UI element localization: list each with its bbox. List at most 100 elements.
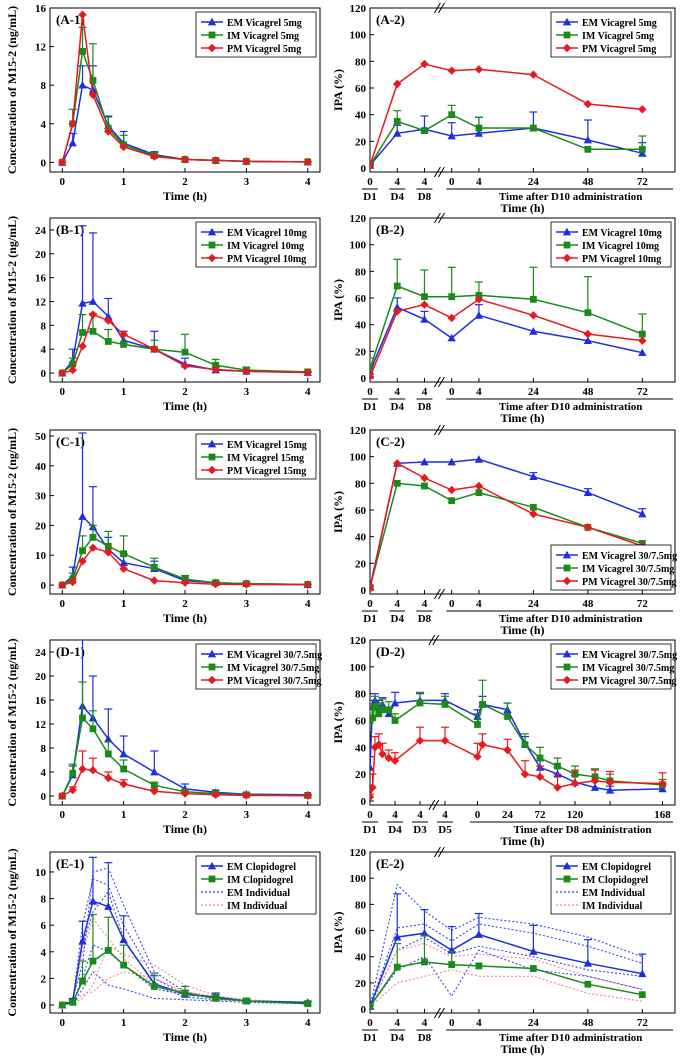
data-point xyxy=(58,158,67,167)
legend: EM Vicagrel 5mg IM Vicagrel 5mg PM Vicagre… xyxy=(195,11,317,58)
series-pm xyxy=(370,59,647,170)
series-line xyxy=(61,704,308,797)
legend: EM Vicagrel 10mg IM Vicagrel 10mg PM Vicag… xyxy=(195,221,317,268)
data-point xyxy=(78,936,87,945)
legend-swatch-marker xyxy=(207,675,217,685)
data-point xyxy=(658,779,667,788)
legend-label: EM Vicagrel 5mg xyxy=(227,18,302,29)
y-tick-label: 20 xyxy=(355,978,367,990)
data-point xyxy=(79,714,86,722)
x-tick-label: 48 xyxy=(582,598,594,610)
data-point xyxy=(605,777,615,787)
data-point xyxy=(529,70,538,79)
y-tick-label: 0 xyxy=(41,791,47,803)
data-point xyxy=(58,580,67,590)
x-tick-label: 0 xyxy=(449,176,455,188)
data-point xyxy=(529,965,537,972)
data-point xyxy=(529,947,538,955)
data-point xyxy=(421,127,428,135)
legend-swatch-marker xyxy=(562,43,572,53)
legend-label: IM Individual xyxy=(582,901,643,912)
data-point xyxy=(78,764,87,774)
series-im xyxy=(370,104,647,169)
data-point xyxy=(120,550,128,558)
data-point xyxy=(104,312,113,320)
x-tick-label: 0 xyxy=(60,809,66,821)
y-tick-label: 4 xyxy=(41,767,47,779)
data-point xyxy=(119,142,128,152)
y-tick-label: 40 xyxy=(355,742,367,754)
data-point xyxy=(583,959,593,967)
data-point xyxy=(120,341,128,348)
data-point xyxy=(447,485,456,495)
axis-break-mark xyxy=(434,166,441,178)
data-point xyxy=(180,578,190,587)
y-tick-label: 80 xyxy=(355,478,367,490)
data-point xyxy=(416,699,424,707)
legend-swatch-marker xyxy=(207,465,217,475)
data-point xyxy=(474,65,484,74)
series-line xyxy=(370,306,643,372)
y-tick-label: 80 xyxy=(355,266,367,278)
data-point xyxy=(421,293,428,301)
data-point xyxy=(529,327,538,335)
x-tick-label: 0 xyxy=(367,176,373,188)
data-point xyxy=(370,161,375,170)
day-label: D4 xyxy=(391,1032,405,1044)
legend-swatch-marker xyxy=(207,861,217,870)
panel-title: (B-1) xyxy=(56,222,84,237)
legend-swatch-marker xyxy=(208,31,216,39)
data-point xyxy=(448,111,456,119)
x-tick-label: 2 xyxy=(182,1017,188,1029)
y-tick-label: 20 xyxy=(355,558,367,570)
series-line xyxy=(370,298,643,377)
legend-label: IM Individual xyxy=(227,901,288,912)
data-point xyxy=(89,533,97,541)
legend-label: EM Individual xyxy=(227,888,290,899)
panel-title: (D-1) xyxy=(56,644,85,659)
series-im xyxy=(370,935,646,1010)
data-point xyxy=(638,336,647,345)
bracket-label: Time after D10 administration xyxy=(499,191,643,203)
y-tick-label: 30 xyxy=(35,491,47,503)
y-axis-label: Concentration of M15-2 (ng/mL) xyxy=(5,428,19,596)
data-point xyxy=(303,157,312,167)
data-point xyxy=(119,564,128,573)
data-point xyxy=(393,117,401,125)
x-tick-label: 4 xyxy=(305,386,311,398)
legend: EM Vicagrel 30/7.5mg IM Vicagrel 30/7.5mg… xyxy=(550,544,677,591)
data-point xyxy=(447,333,456,342)
x-tick-label: 2 xyxy=(182,176,188,188)
x-tick-label: 168 xyxy=(654,809,671,821)
x-tick-label: 2 xyxy=(182,809,188,821)
x-tick-label: 24 xyxy=(528,386,540,398)
y-tick-label: 4 xyxy=(41,947,47,959)
data-point xyxy=(529,295,537,303)
data-point xyxy=(89,327,97,335)
data-point xyxy=(393,79,402,89)
y-tick-label: 0 xyxy=(41,157,47,169)
legend: EM Clopidogrel IM Clopidogrel EM Individua… xyxy=(550,855,672,915)
x-tick-label: 72 xyxy=(637,1017,649,1029)
legend-label: IM Vicagrel 30/7.5mg xyxy=(582,564,674,575)
axis-break-mark xyxy=(428,799,436,811)
y-tick-label: 80 xyxy=(355,56,367,68)
series-line xyxy=(370,63,643,166)
data-point xyxy=(370,584,375,593)
data-point xyxy=(104,734,113,743)
y-tick-label: 100 xyxy=(350,452,367,464)
day-label: D1 xyxy=(363,824,376,836)
data-point xyxy=(211,365,220,374)
series-line xyxy=(370,932,643,1007)
data-point xyxy=(180,789,190,798)
y-tick-label: 8 xyxy=(41,320,47,332)
data-point xyxy=(529,124,537,132)
series-line xyxy=(370,462,643,589)
legend-swatch-marker xyxy=(562,550,572,559)
data-point xyxy=(384,709,393,718)
legend-label: EM Vicagrel 30/7.5mg xyxy=(227,650,322,661)
y-tick-label: 20 xyxy=(355,769,367,781)
y-tick-label: 50 xyxy=(35,431,47,443)
data-layer xyxy=(58,640,312,801)
data-layer xyxy=(370,883,647,1010)
